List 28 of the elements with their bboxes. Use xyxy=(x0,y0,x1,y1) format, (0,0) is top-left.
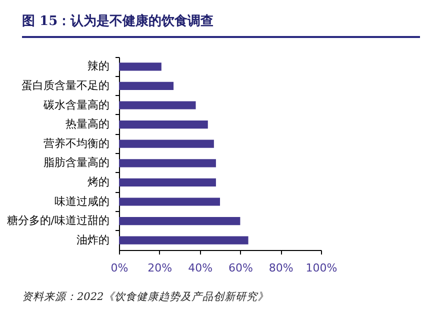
bar xyxy=(119,101,196,110)
x-tick-label: 20% xyxy=(148,262,172,274)
x-tick-label: 100% xyxy=(306,262,338,274)
bar xyxy=(119,120,208,129)
bar xyxy=(119,216,240,226)
y-tick-label: 营养不均衡的 xyxy=(44,136,110,150)
x-tick-label: 80% xyxy=(268,262,294,274)
y-tick-label: 碳水含量高的 xyxy=(42,98,110,112)
bar xyxy=(119,198,220,206)
y-tick-label: 辣的 xyxy=(88,60,110,73)
y-tick-label: 味道过咸的 xyxy=(54,194,110,208)
x-tick-label: 60% xyxy=(228,262,253,274)
bar xyxy=(119,140,214,148)
x-tick-label: 0% xyxy=(110,262,128,274)
y-tick-label: 糖分多的/味道过甜的 xyxy=(6,214,110,228)
bar xyxy=(119,159,216,168)
y-tick-label: 脂肪含量高的 xyxy=(44,156,110,170)
y-tick-label: 热量高的 xyxy=(66,118,110,131)
bar xyxy=(119,82,174,90)
y-tick-label: 蛋白质含量不足的 xyxy=(22,78,110,92)
x-tick-label: 40% xyxy=(188,262,213,274)
bar xyxy=(119,178,216,187)
bar xyxy=(119,236,248,244)
y-tick-label: 烤的 xyxy=(88,175,110,188)
text: 资料来源：2022《饮食健康趋势及产品创新研究》 xyxy=(22,290,270,304)
y-tick-label: 油炸的 xyxy=(76,233,110,246)
chart-title: 图 15：认为是不健康的饮食调查 xyxy=(22,12,420,38)
bar xyxy=(119,62,162,71)
